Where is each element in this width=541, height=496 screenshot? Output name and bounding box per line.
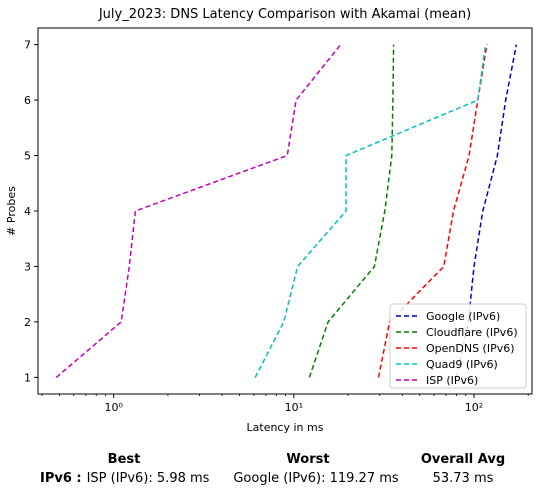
summary-stats: Best Worst Overall Avg IPv6 : ISP (IPv6)… bbox=[0, 448, 541, 496]
best-value: ISP (IPv6): 5.98 ms bbox=[86, 471, 210, 486]
y-tick-label-1: 2 bbox=[24, 316, 31, 329]
y-axis-label: # Probes bbox=[5, 186, 18, 236]
x-tick-label-0: 10⁰ bbox=[104, 401, 123, 414]
overall-avg-value: 53.73 ms bbox=[432, 471, 494, 486]
x-axis-label: Latency in ms bbox=[247, 421, 324, 434]
worst-header: Worst bbox=[286, 452, 330, 467]
latency-chart: July_2023: DNS Latency Comparison with A… bbox=[5, 7, 533, 434]
y-tick-label-3: 4 bbox=[24, 205, 31, 218]
ipv6-row-label: IPv6 : bbox=[40, 471, 82, 486]
series-line-1 bbox=[308, 44, 395, 378]
chart-title: July_2023: DNS Latency Comparison with A… bbox=[98, 7, 471, 22]
y-tick-label-2: 3 bbox=[24, 260, 31, 273]
overall-avg-header: Overall Avg bbox=[420, 452, 506, 467]
x-tick-label-2: 10² bbox=[465, 401, 483, 414]
worst-value: Google (IPv6): 119.27 ms bbox=[233, 471, 399, 486]
series-line-3 bbox=[254, 44, 487, 378]
legend-label-1: Cloudflare (IPv6) bbox=[426, 326, 518, 339]
legend-label-2: OpenDNS (IPv6) bbox=[426, 342, 515, 355]
best-header: Best bbox=[107, 452, 141, 467]
series-line-4 bbox=[55, 44, 342, 378]
y-tick-label-5: 6 bbox=[24, 94, 31, 107]
x-tick-label-1: 10¹ bbox=[285, 401, 303, 414]
y-tick-label-6: 7 bbox=[24, 39, 31, 52]
y-tick-label-4: 5 bbox=[24, 150, 31, 163]
legend: Google (IPv6) Cloudflare (IPv6) OpenDNS (I… bbox=[389, 303, 527, 389]
legend-label-0: Google (IPv6) bbox=[426, 310, 500, 323]
legend-label-3: Quad9 (IPv6) bbox=[426, 358, 498, 371]
y-tick-label-0: 1 bbox=[24, 371, 31, 384]
legend-box bbox=[389, 303, 527, 389]
legend-label-4: ISP (IPv6) bbox=[426, 374, 478, 387]
axes-layer: 10⁰ 10¹ 10² 1 2 3 4 5 6 7 bbox=[24, 39, 529, 414]
